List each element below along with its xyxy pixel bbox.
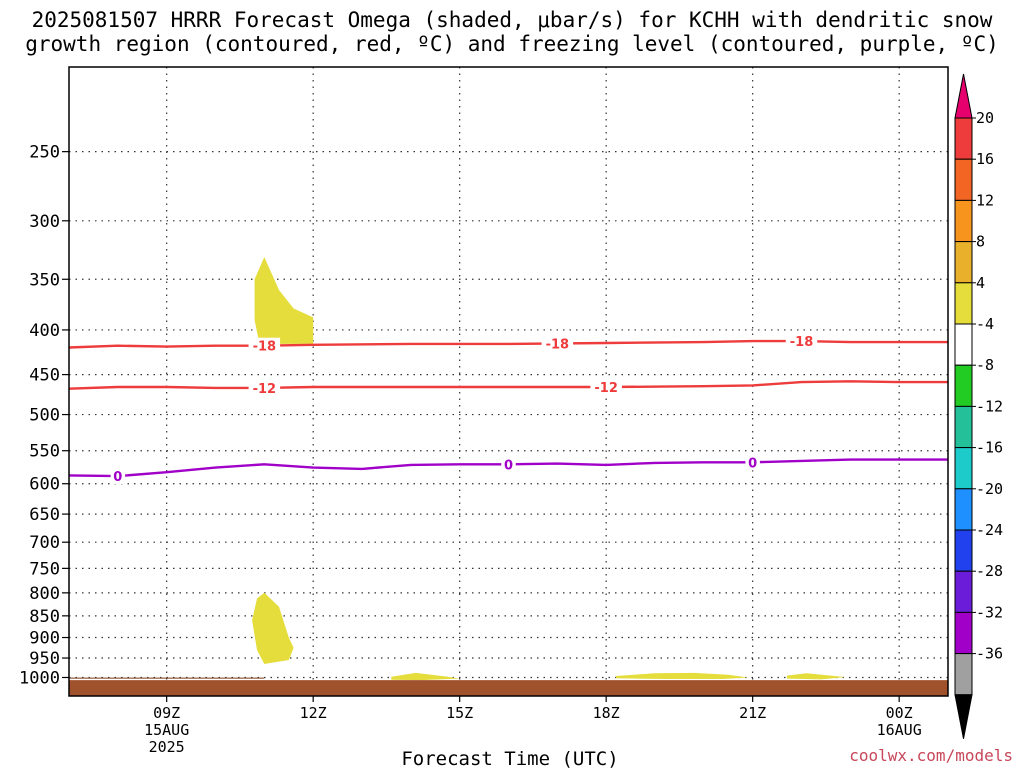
chart-title-line1: 2025081507 HRRR Forecast Omega (shaded, … <box>32 8 993 32</box>
y-axis-ticks: 2503003504004505005506006507007508008509… <box>19 143 69 688</box>
colorbar-label: 16 <box>976 150 994 168</box>
colorbar-top-arrow <box>954 73 973 119</box>
colorbar: 20 16 12 8 4 -4 -8 -12 -16 -20 -24 -28 -32 -36 <box>954 73 1003 739</box>
x-tick-label: 12Z <box>300 704 327 722</box>
contour-label-bg <box>248 379 281 396</box>
omega-region <box>254 257 314 344</box>
colorbar-swatch <box>954 282 973 325</box>
colorbar-swatch <box>954 117 973 160</box>
colorbar-swatch <box>954 241 973 284</box>
y-tick-label: 1000 <box>19 668 60 688</box>
colorbar-label: 4 <box>976 274 985 292</box>
omega-region <box>391 672 460 681</box>
y-tick-label: 850 <box>29 607 60 627</box>
x-axis-label: Forecast Time (UTC) <box>401 748 618 768</box>
contour-label-bg <box>248 337 281 354</box>
x-tick-label: 15Z <box>446 704 473 722</box>
colorbar-label: -12 <box>976 397 1003 415</box>
y-tick-label: 950 <box>29 649 60 669</box>
colorbar-label: 20 <box>976 109 994 127</box>
x-tick-sublabel: 2025 <box>149 738 185 756</box>
colorbar-label: 12 <box>976 191 994 209</box>
colorbar-swatch <box>954 323 973 366</box>
contour-label: -18 <box>546 337 570 352</box>
colorbar-swatch <box>954 405 973 449</box>
colorbar-label: -28 <box>976 562 1003 580</box>
colorbar-swatch <box>954 488 973 531</box>
contour-label: -12 <box>594 381 618 396</box>
grid-lines <box>69 67 948 696</box>
colorbar-label: -36 <box>976 645 1003 663</box>
contour-line <box>68 339 948 349</box>
y-tick-label: 450 <box>29 366 60 386</box>
colorbar-swatch <box>954 611 973 655</box>
colorbar-label: -16 <box>976 439 1003 457</box>
contour-lines: -18 -18 -18 -12 -12 0 0 0 <box>68 333 948 485</box>
omega-region <box>615 672 748 679</box>
omega-region <box>786 673 846 680</box>
x-tick-label: 00Z <box>886 704 913 722</box>
y-tick-label: 400 <box>29 321 60 341</box>
colorbar-swatch <box>954 529 973 572</box>
y-tick-label: 250 <box>29 143 60 163</box>
contour-label: 0 <box>113 470 122 485</box>
y-tick-label: 700 <box>29 533 60 553</box>
contour-label: -18 <box>253 340 277 355</box>
y-tick-label: 300 <box>29 212 60 232</box>
colorbar-swatch <box>954 199 973 243</box>
contour-label: -12 <box>253 382 277 397</box>
colorbar-swatch <box>954 158 973 201</box>
y-tick-label: 350 <box>29 270 60 290</box>
x-tick-label: 18Z <box>593 704 620 722</box>
contour-label-bg <box>541 335 574 352</box>
terrain-layer <box>69 677 948 696</box>
y-tick-label: 650 <box>29 505 60 525</box>
contour-label-bg <box>110 468 126 485</box>
colorbar-label: -8 <box>976 356 994 374</box>
y-tick-label: 600 <box>29 475 60 495</box>
contour-label: 0 <box>504 458 513 473</box>
y-tick-label: 900 <box>29 629 60 649</box>
contour-label-bg <box>785 333 818 350</box>
colorbar-swatch <box>954 364 973 407</box>
colorbar-swatch <box>954 653 973 696</box>
terrain-fill <box>69 680 948 696</box>
colorbar-label: -4 <box>976 315 994 333</box>
credit-text: coolwx.com/models <box>849 746 1013 765</box>
x-tick-label: 21Z <box>739 704 766 722</box>
colorbar-label: -20 <box>976 480 1003 498</box>
y-tick-label: 800 <box>29 584 60 604</box>
chart-title-line2: growth region (contoured, red, ºC) and f… <box>25 32 999 56</box>
contour-label: -18 <box>790 335 814 350</box>
colorbar-label: 8 <box>976 233 985 251</box>
x-tick-label: 09Z <box>153 704 180 722</box>
contour-line <box>68 380 948 390</box>
colorbar-bottom-arrow <box>954 694 973 739</box>
x-tick-sublabel: 16AUG <box>877 721 922 739</box>
y-tick-label: 500 <box>29 406 60 426</box>
colorbar-label: -32 <box>976 603 1003 621</box>
colorbar-swatch <box>954 570 973 613</box>
colorbar-label: -24 <box>976 521 1003 539</box>
y-tick-label: 750 <box>29 559 60 579</box>
omega-region <box>252 592 294 664</box>
contour-label: 0 <box>748 456 757 471</box>
contour-label-bg <box>590 379 622 396</box>
x-tick-sublabel: 15AUG <box>144 721 189 739</box>
y-tick-label: 550 <box>29 442 60 462</box>
contour-label-bg <box>745 454 760 471</box>
contour-label-bg <box>501 456 516 473</box>
plot-frame <box>68 66 949 697</box>
omega-shading <box>252 257 846 681</box>
colorbar-swatch <box>954 447 973 490</box>
